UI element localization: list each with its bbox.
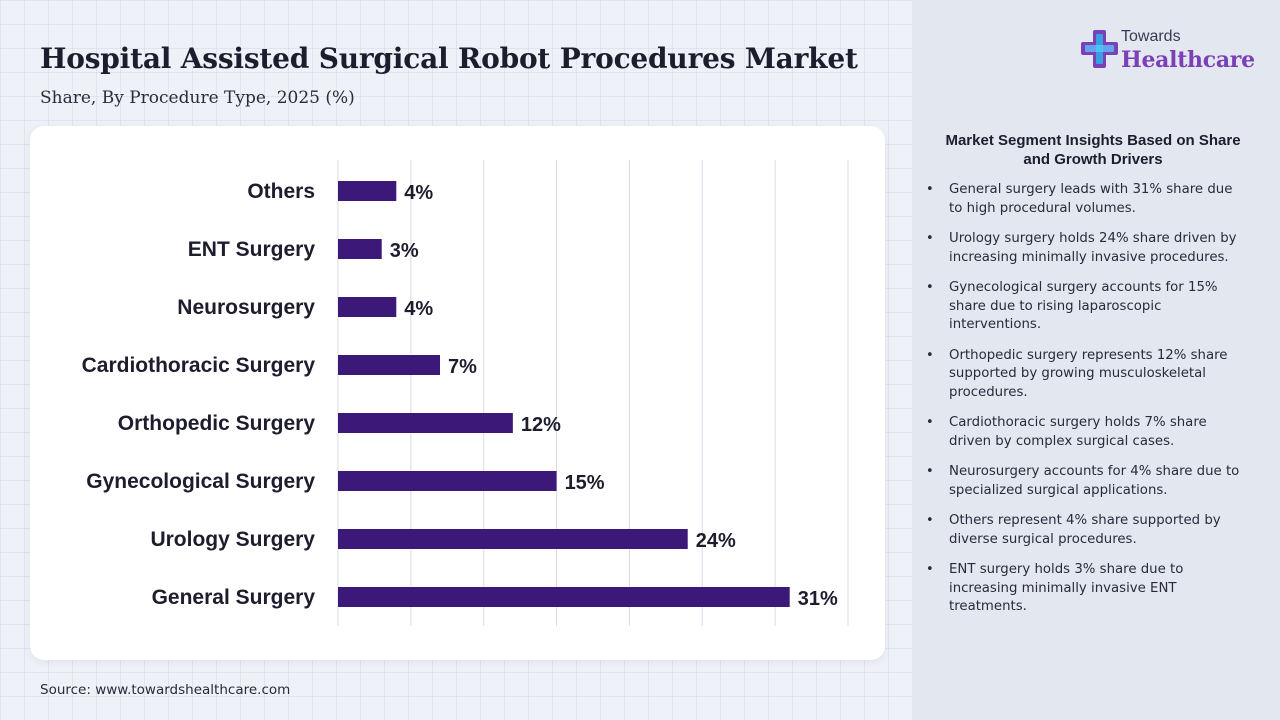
insight-text: Gynecological surgery accounts for 15% s…	[949, 280, 1218, 332]
insight-item: • Urology surgery holds 24% share driven …	[924, 230, 1246, 267]
insight-text: Neurosurgery accounts for 4% share due t…	[949, 464, 1240, 498]
bar	[338, 355, 440, 375]
page-subtitle: Share, By Procedure Type, 2025 (%)	[40, 88, 355, 108]
insight-item: • Gynecological surgery accounts for 15% …	[924, 279, 1246, 335]
bullet-icon: •	[926, 280, 934, 295]
bullet-icon: •	[926, 464, 934, 479]
logo-text-towards: Towards	[1121, 28, 1181, 45]
data-label: 24%	[696, 530, 736, 552]
bullet-icon: •	[926, 182, 934, 197]
category-label: Orthopedic Surgery	[118, 412, 316, 435]
data-label: 31%	[798, 588, 838, 610]
chart-section: Hospital Assisted Surgical Robot Procedu…	[30, 42, 885, 698]
bullet-icon: •	[926, 562, 934, 577]
chart-card: Others 4% ENT Surgery 3% Neurosurgery 4% Cardi…	[30, 126, 885, 660]
data-label: 4%	[404, 298, 433, 320]
category-label: Others	[247, 180, 315, 203]
bar	[338, 587, 790, 607]
data-label: 12%	[521, 414, 561, 436]
insights-title: Market Segment Insights Based on Share a…	[945, 132, 1241, 168]
data-label: 3%	[390, 240, 419, 262]
category-label: Gynecological Surgery	[86, 470, 315, 493]
data-label: 15%	[565, 472, 605, 494]
bar-chart: Others 4% ENT Surgery 3% Neurosurgery 4% Cardi…	[82, 160, 849, 626]
category-label: Urology Surgery	[150, 528, 315, 551]
insights-panel: Towards Healthcare Market Segment Insigh…	[912, 0, 1280, 720]
insight-text: General surgery leads with 31% share due…	[949, 182, 1233, 216]
insight-item: • Orthopedic surgery represents 12% share…	[924, 347, 1246, 403]
insight-item: • Neurosurgery accounts for 4% share due …	[924, 463, 1246, 500]
insight-text: ENT surgery holds 3% share due to increa…	[949, 562, 1184, 614]
brand-logo: Towards Healthcare	[1080, 26, 1260, 78]
category-label: ENT Surgery	[188, 238, 316, 261]
bullet-icon: •	[926, 513, 934, 528]
bar	[338, 239, 382, 259]
insight-text: Orthopedic surgery represents 12% share …	[949, 347, 1228, 400]
medical-cross-logo-icon	[1081, 30, 1118, 68]
page-title: Hospital Assisted Surgical Robot Procedu…	[40, 42, 858, 75]
source-note: Source: www.towardshealthcare.com	[40, 682, 291, 698]
bullet-icon: •	[926, 347, 934, 363]
category-label: Cardiothoracic Surgery	[82, 354, 316, 377]
insight-item: • Cardiothoracic surgery holds 7% share d…	[924, 414, 1246, 451]
bullet-icon: •	[926, 415, 934, 430]
insight-text: Others represent 4% share supported by d…	[949, 513, 1221, 547]
insights-list: • General surgery leads with 31% share du…	[924, 181, 1246, 629]
insight-item: • ENT surgery holds 3% share due to incre…	[924, 561, 1246, 617]
bar	[338, 297, 397, 317]
insight-item: • General surgery leads with 31% share du…	[924, 181, 1246, 218]
insight-text: Urology surgery holds 24% share driven b…	[949, 231, 1237, 265]
insight-item: • Others represent 4% share supported by …	[924, 512, 1246, 549]
bullet-icon: •	[926, 231, 934, 246]
category-label: General Surgery	[152, 586, 316, 609]
bar	[338, 181, 397, 201]
data-label: 4%	[404, 182, 433, 204]
data-label: 7%	[448, 356, 477, 378]
bar	[338, 413, 513, 433]
category-label: Neurosurgery	[177, 296, 315, 319]
insight-text: Cardiothoracic surgery holds 7% share dr…	[949, 415, 1207, 449]
logo-text-healthcare: Healthcare	[1121, 47, 1255, 73]
bar	[338, 471, 557, 491]
bar	[338, 529, 688, 549]
